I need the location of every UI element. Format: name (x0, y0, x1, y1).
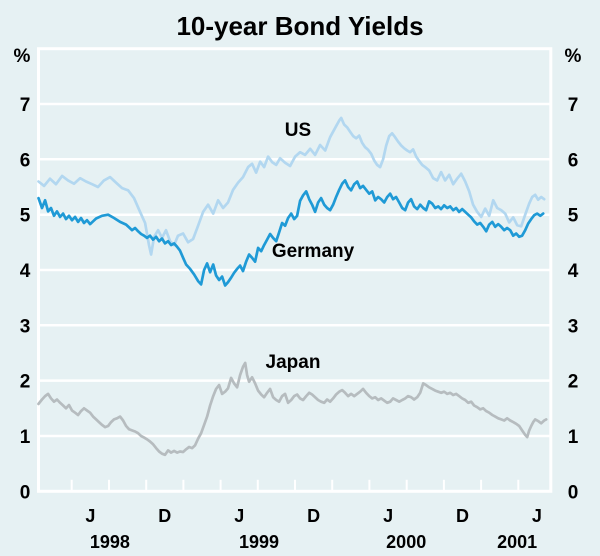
y-tick-label-right: 1 (568, 427, 579, 448)
series-label-germany: Germany (271, 241, 355, 262)
y-tick-label-left: 4 (20, 261, 31, 282)
y-tick-label-left: 2 (20, 372, 31, 393)
y-tick-label-left: 5 (20, 206, 31, 227)
x-month-label: J (383, 506, 393, 526)
series-label-us: US (284, 120, 312, 141)
series-label-japan: Japan (265, 352, 321, 373)
plot-frame (37, 47, 553, 493)
y-tick-label-left: 1 (20, 427, 31, 448)
y-tick-label-left: 6 (20, 150, 31, 171)
y-tick-label-right: 4 (568, 261, 579, 282)
x-year-label: 2001 (497, 532, 537, 552)
x-month-label: J (85, 506, 95, 526)
y-axis-unit-left: % (13, 46, 31, 67)
x-month-label: J (234, 506, 244, 526)
y-tick-label-right: 0 (568, 482, 579, 503)
x-month-label: D (456, 506, 469, 526)
x-month-label: D (158, 506, 171, 526)
series-line-us (37, 116, 546, 256)
y-tick-label-left: 3 (20, 316, 31, 337)
y-tick-label-right: 3 (568, 316, 579, 337)
x-month-label: D (307, 506, 320, 526)
x-year-label: 1999 (239, 532, 279, 552)
y-tick-label-left: 0 (20, 482, 31, 503)
series-line-germany (37, 179, 545, 287)
x-month-label: J (532, 506, 542, 526)
x-year-label: 2000 (386, 532, 426, 552)
y-tick-label-right: 5 (568, 206, 579, 227)
y-tick-label-right: 2 (568, 372, 579, 393)
chart-title: 10-year Bond Yields (176, 11, 424, 41)
series-line-japan (37, 361, 548, 457)
y-axis-unit-right: % (564, 46, 582, 67)
y-tick-label-right: 7 (568, 95, 579, 116)
x-year-label: 1998 (90, 532, 130, 552)
y-tick-label-right: 6 (568, 150, 579, 171)
y-tick-label-left: 7 (20, 95, 31, 116)
